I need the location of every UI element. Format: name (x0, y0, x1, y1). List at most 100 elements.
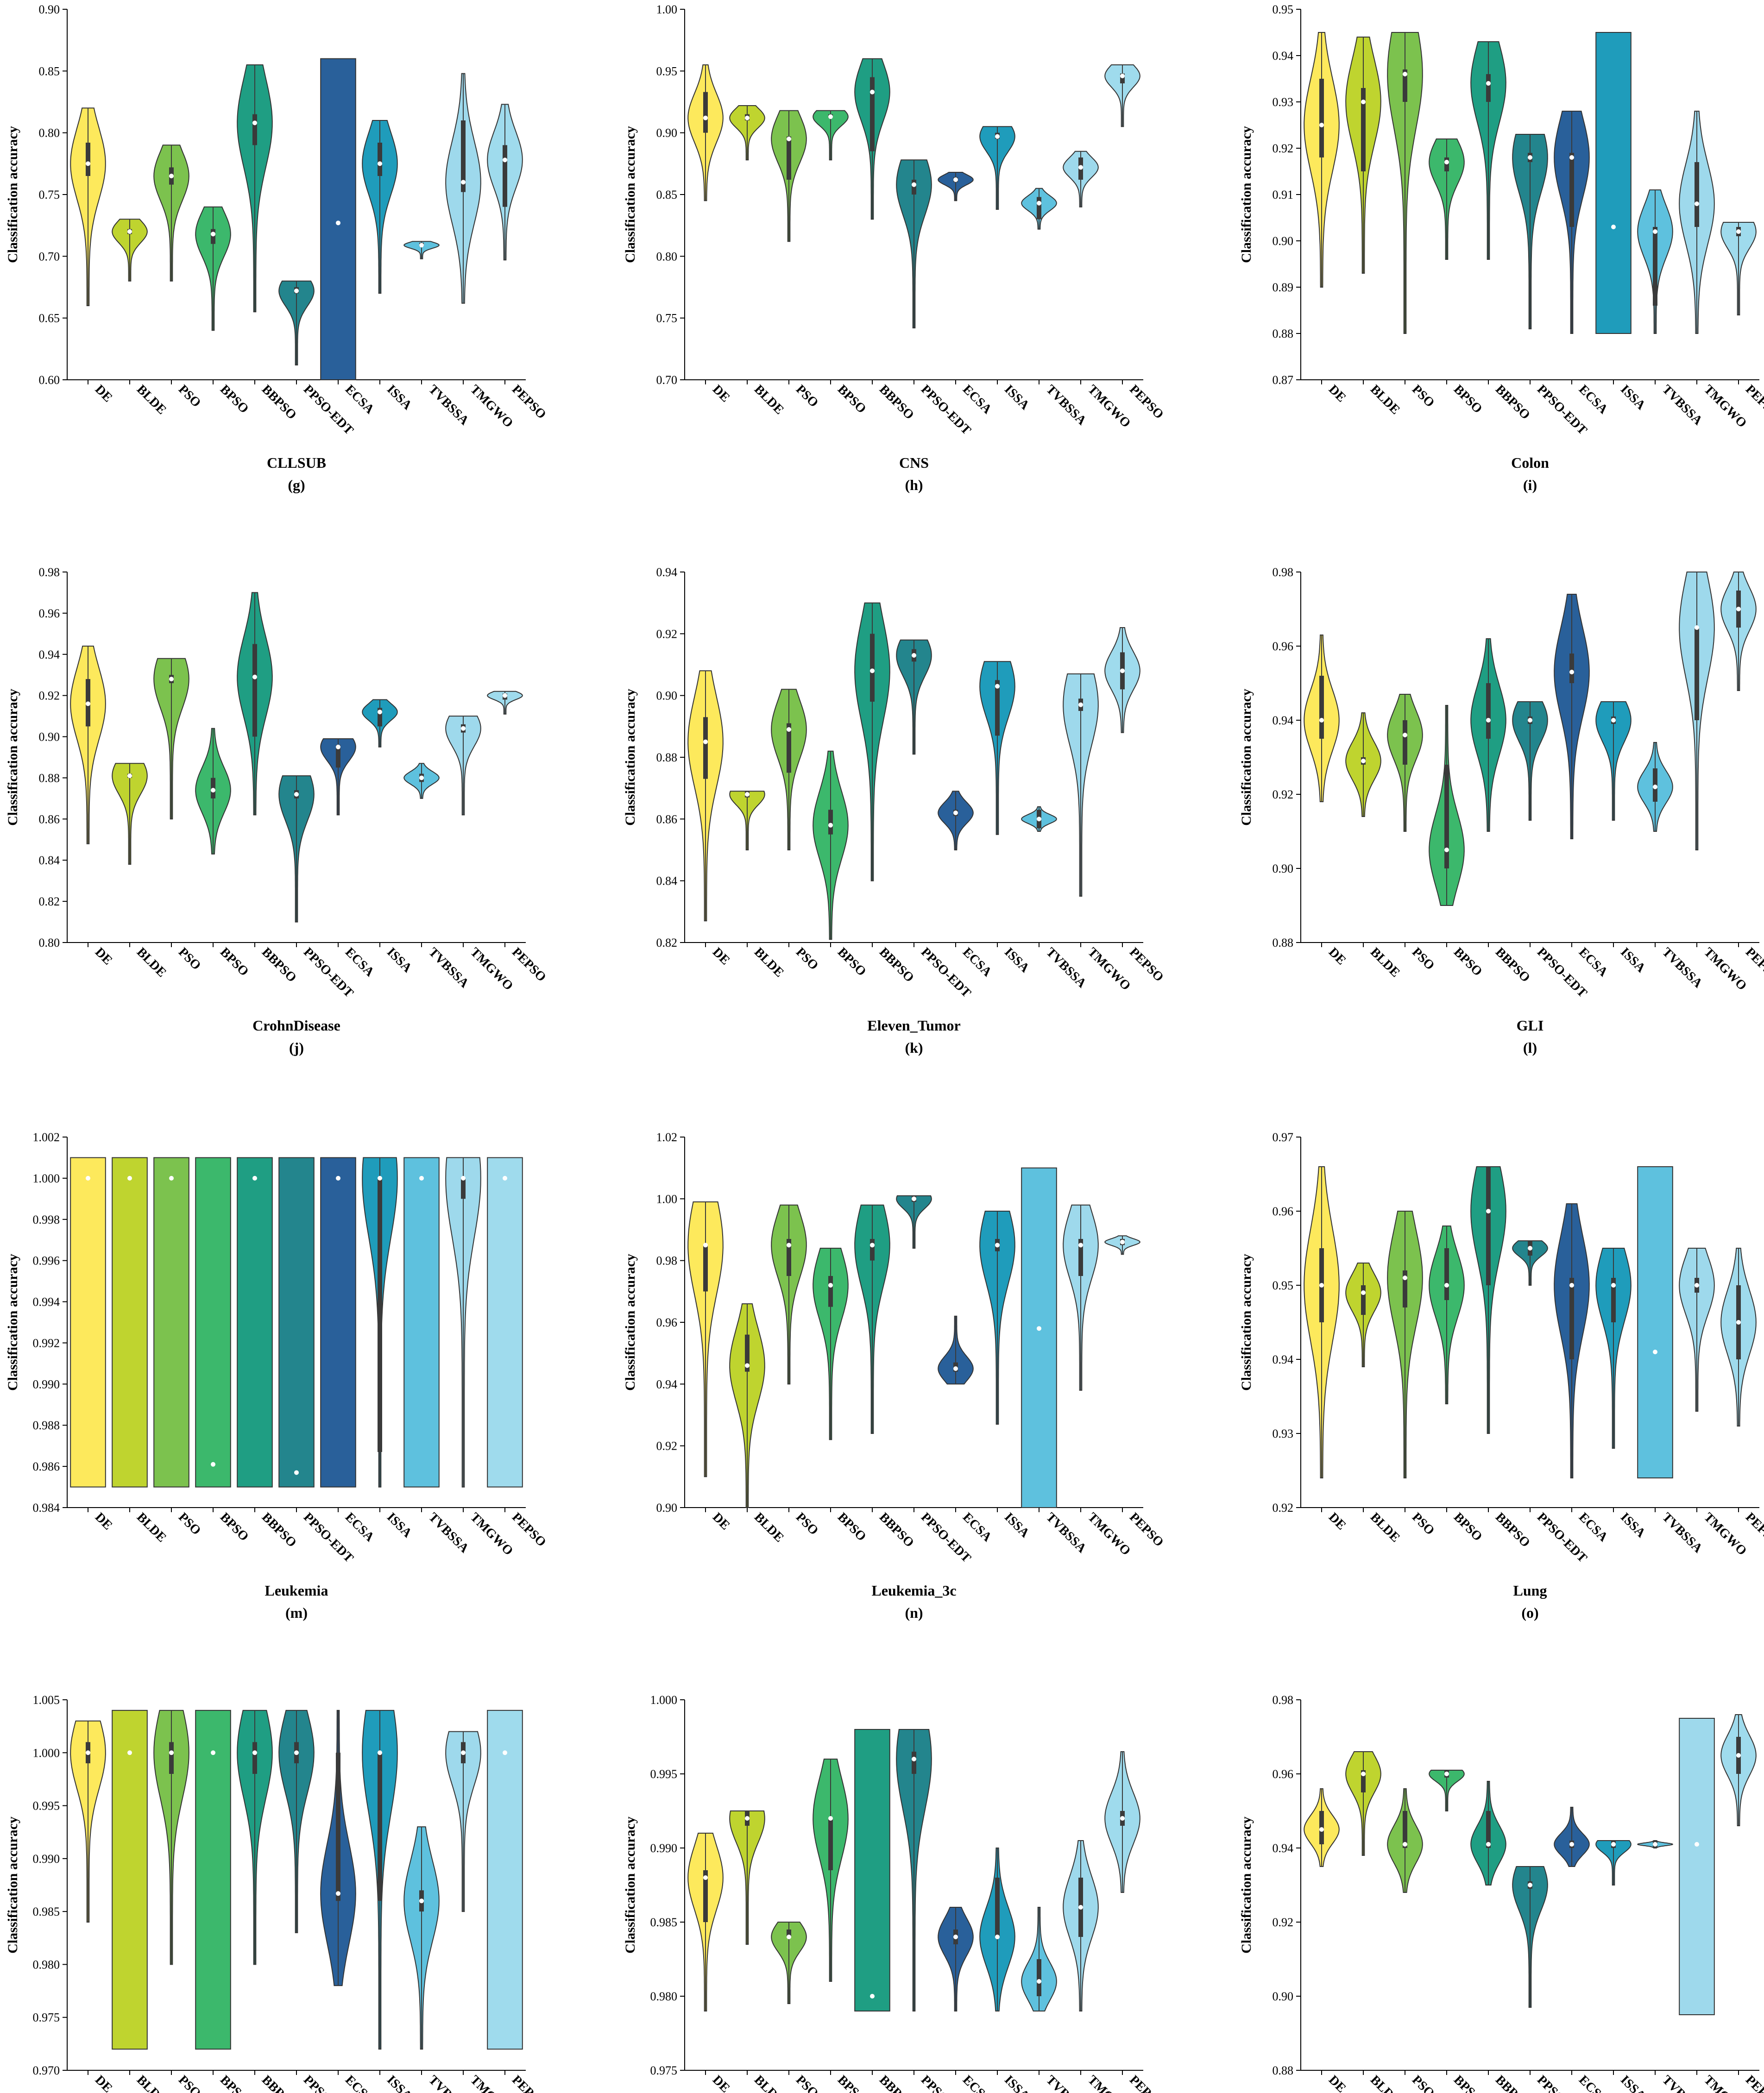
median-marker (1120, 74, 1125, 78)
subplot-label: (i) (1523, 477, 1537, 493)
median-marker (127, 1175, 132, 1181)
median-marker (378, 710, 382, 715)
panel-leukemia_3c: 0.90 0.92 0.94 0.96 0.98 1.00 1.02 Classificati… (623, 1131, 1166, 1621)
x-tick-label: BBPSO (1493, 1510, 1533, 1550)
dataset-title: CLLSUB (267, 454, 326, 471)
median-marker (1444, 848, 1449, 852)
y-axis-label: Classification accuracy (5, 126, 20, 263)
dataset-title: CrohnDisease (252, 1017, 340, 1034)
x-tick-label: PEPSO (1743, 2073, 1764, 2093)
y-tick-label: 0.91 (1273, 188, 1294, 201)
y-tick-label: 0.94 (656, 1377, 678, 1391)
median-marker (1695, 201, 1699, 206)
median-marker (1486, 1209, 1491, 1213)
x-tick-label: TMGWO (1085, 382, 1133, 430)
x-tick-label: BLDE (1367, 382, 1403, 417)
subplot-label: (k) (905, 1039, 923, 1056)
violin-tvbssa (1637, 1166, 1673, 1478)
median-marker (1486, 81, 1491, 86)
y-tick-label: 0.970 (33, 2064, 60, 2077)
x-tick-label: BPSO (835, 1510, 869, 1544)
median-marker (745, 1363, 750, 1368)
y-tick-label: 0.90 (656, 689, 678, 703)
x-tick-label: BPSO (1451, 382, 1485, 416)
x-tick-label: TVBSSA (426, 1510, 472, 1556)
median-marker (503, 157, 507, 163)
dataset-title: CNS (899, 454, 929, 471)
x-tick-label: PEPSO (1743, 945, 1764, 985)
y-tick-label: 0.86 (656, 812, 678, 826)
median-marker (828, 1283, 833, 1288)
x-tick-label: TVBSSA (1659, 945, 1706, 991)
panel-eleven_tumor: 0.82 0.84 0.86 0.88 0.90 0.92 0.94 Classificati… (623, 566, 1166, 1056)
median-marker (1319, 718, 1324, 723)
panel-mll: 0.970 0.975 0.980 0.985 0.990 0.995 1.000 1.005… (5, 1693, 549, 2093)
y-tick-label: 0.94 (1273, 714, 1294, 727)
x-tick-label: TVBSSA (1043, 382, 1090, 428)
subplot-label: (h) (905, 477, 923, 493)
y-tick-label: 0.985 (650, 1916, 678, 1929)
y-tick-label: 0.70 (39, 250, 60, 263)
x-tick-label: PSO (793, 2073, 821, 2093)
y-axis-label: Classification accuracy (623, 1816, 638, 1954)
dataset-title: Colon (1511, 454, 1549, 471)
panel-lung: 0.92 0.93 0.94 0.95 0.96 0.97 Classification a… (1239, 1131, 1764, 1621)
y-tick-label: 1.000 (650, 1693, 678, 1707)
y-tick-label: 0.88 (1273, 2064, 1294, 2077)
median-marker (1569, 1283, 1574, 1288)
x-tick-label: ECSA (960, 1510, 995, 1545)
x-tick-label: PEPSO (509, 945, 549, 985)
y-tick-label: 0.96 (656, 1316, 678, 1329)
x-tick-label: BBPSO (1493, 2073, 1533, 2093)
x-tick-label: ECSA (960, 945, 995, 980)
y-tick-label: 0.93 (1273, 1427, 1294, 1440)
median-marker (1120, 1816, 1125, 1821)
median-marker (378, 1175, 382, 1181)
violin-issa (1595, 32, 1632, 334)
subplot-label: (m) (285, 1604, 308, 1621)
median-marker (745, 792, 750, 797)
dataset-title: Lung (1513, 1582, 1547, 1599)
y-tick-label: 0.85 (656, 188, 678, 201)
median-marker (1403, 1276, 1407, 1280)
panel-colon: 0.87 0.88 0.89 0.90 0.91 0.92 0.93 0.94 0.95 Clas… (1239, 3, 1764, 493)
median-marker (378, 161, 382, 166)
x-tick-label: BPSO (1451, 2073, 1485, 2093)
median-marker (294, 1470, 299, 1475)
y-axis-label: Classification accuracy (1239, 126, 1254, 263)
median-marker (995, 684, 1000, 689)
median-marker (1653, 1350, 1657, 1354)
median-marker (870, 668, 875, 673)
x-tick-label: BPSO (217, 1510, 252, 1544)
x-tick-label: BLDE (1367, 2073, 1403, 2093)
x-tick-label: TVBSSA (426, 2073, 472, 2093)
median-marker (127, 1750, 132, 1755)
y-tick-label: 1.00 (656, 1192, 678, 1206)
median-marker (870, 89, 875, 94)
y-tick-label: 1.002 (33, 1131, 60, 1144)
y-tick-label: 0.90 (39, 730, 60, 744)
x-tick-label: BLDE (134, 945, 169, 980)
y-tick-label: 1.005 (33, 1693, 60, 1707)
y-tick-label: 0.80 (656, 250, 678, 263)
y-tick-label: 0.92 (1273, 142, 1294, 155)
median-marker (1319, 1827, 1324, 1832)
median-marker (1078, 702, 1083, 707)
median-marker (995, 1243, 1000, 1248)
median-marker (419, 1175, 424, 1181)
median-marker (461, 1750, 466, 1755)
y-tick-label: 0.90 (1273, 862, 1294, 875)
y-tick-label: 0.998 (33, 1213, 60, 1226)
x-tick-label: PSO (793, 945, 821, 973)
x-tick-label: TMGWO (1701, 945, 1749, 993)
median-marker (870, 1243, 875, 1248)
x-tick-label: PEPSO (1127, 2073, 1166, 2093)
subplot-label: (l) (1523, 1039, 1537, 1056)
x-tick-label: PSO (1409, 2073, 1437, 2093)
median-marker (1444, 1283, 1449, 1288)
median-marker (1361, 759, 1366, 763)
y-tick-label: 0.82 (39, 895, 60, 908)
y-tick-label: 0.84 (39, 854, 60, 867)
median-marker (1569, 155, 1574, 160)
x-tick-label: BLDE (134, 2073, 169, 2093)
